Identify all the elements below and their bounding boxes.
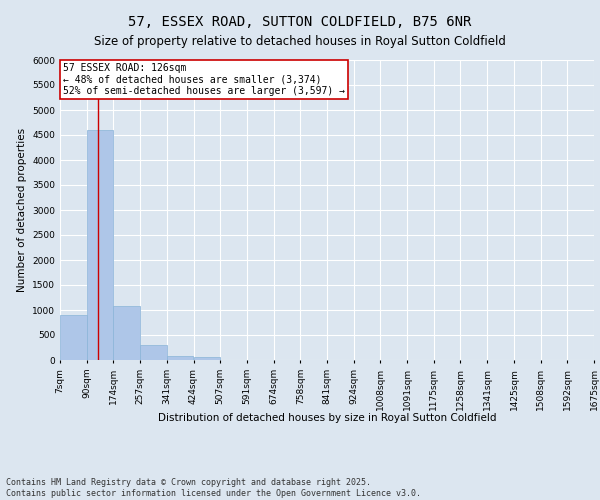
Bar [167,356,193,360]
Bar [113,306,140,360]
X-axis label: Distribution of detached houses by size in Royal Sutton Coldfield: Distribution of detached houses by size … [158,412,496,422]
Bar [60,315,86,360]
Text: Size of property relative to detached houses in Royal Sutton Coldfield: Size of property relative to detached ho… [94,35,506,48]
Bar [86,130,113,360]
Y-axis label: Number of detached properties: Number of detached properties [17,128,26,292]
Text: Contains HM Land Registry data © Crown copyright and database right 2025.
Contai: Contains HM Land Registry data © Crown c… [6,478,421,498]
Bar [140,345,167,360]
Bar [193,357,220,360]
Text: 57 ESSEX ROAD: 126sqm
← 48% of detached houses are smaller (3,374)
52% of semi-d: 57 ESSEX ROAD: 126sqm ← 48% of detached … [62,63,344,96]
Text: 57, ESSEX ROAD, SUTTON COLDFIELD, B75 6NR: 57, ESSEX ROAD, SUTTON COLDFIELD, B75 6N… [128,15,472,29]
